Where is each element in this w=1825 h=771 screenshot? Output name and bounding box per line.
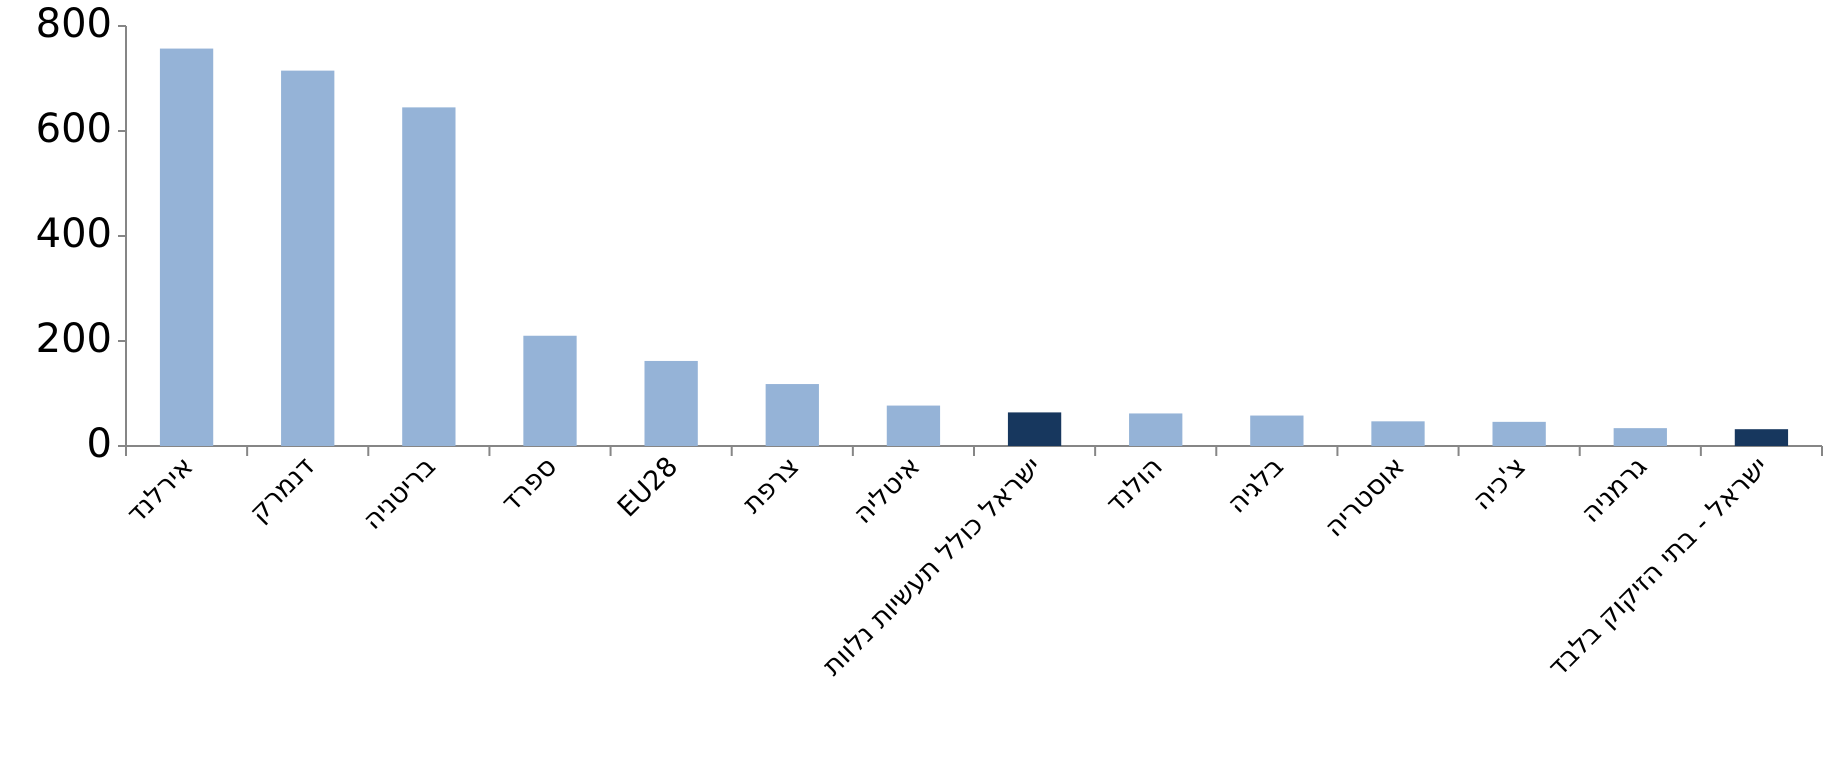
x-tick-label: ישראל כולל תעשיות נלוות xyxy=(817,451,1048,682)
bar xyxy=(644,360,698,446)
bar xyxy=(159,48,214,446)
y-tick-label: 600 xyxy=(36,106,112,152)
x-tick-label: דנמרק xyxy=(243,451,320,528)
x-tick-label: ספרד xyxy=(496,451,563,518)
x-tick-label: איטליה xyxy=(847,451,926,530)
bar xyxy=(1734,429,1789,446)
bar xyxy=(1492,421,1546,446)
x-tick-label: אירלנד xyxy=(121,451,200,530)
x-tick-label: הולנד xyxy=(1100,451,1169,520)
bar xyxy=(1007,412,1062,446)
bar xyxy=(1250,415,1304,446)
y-tick-label: 200 xyxy=(36,316,112,362)
x-tick-label: בלגיה xyxy=(1221,451,1289,519)
y-tick-label: 0 xyxy=(87,421,112,467)
bar xyxy=(1613,428,1667,446)
y-tick-label: 400 xyxy=(36,211,112,257)
bar xyxy=(1129,413,1183,446)
x-tick-label: בריטניה xyxy=(357,451,442,536)
y-tick-label: 800 xyxy=(36,1,112,47)
bar xyxy=(523,335,577,446)
bar xyxy=(886,405,941,446)
x-tick-label: צ'כיה xyxy=(1467,451,1532,516)
bar xyxy=(402,107,456,446)
bar xyxy=(1371,421,1425,446)
bar xyxy=(765,384,819,446)
x-tick-label: גרמניה xyxy=(1575,451,1653,529)
bar xyxy=(281,70,335,446)
x-tick-label: צרפת xyxy=(737,451,806,520)
x-tick-label: ישראל - בתי הזיקוק בלבד xyxy=(1542,451,1774,683)
x-tick-label: אוסטריה xyxy=(1319,451,1411,543)
x-tick-label: EU28 xyxy=(612,451,684,523)
